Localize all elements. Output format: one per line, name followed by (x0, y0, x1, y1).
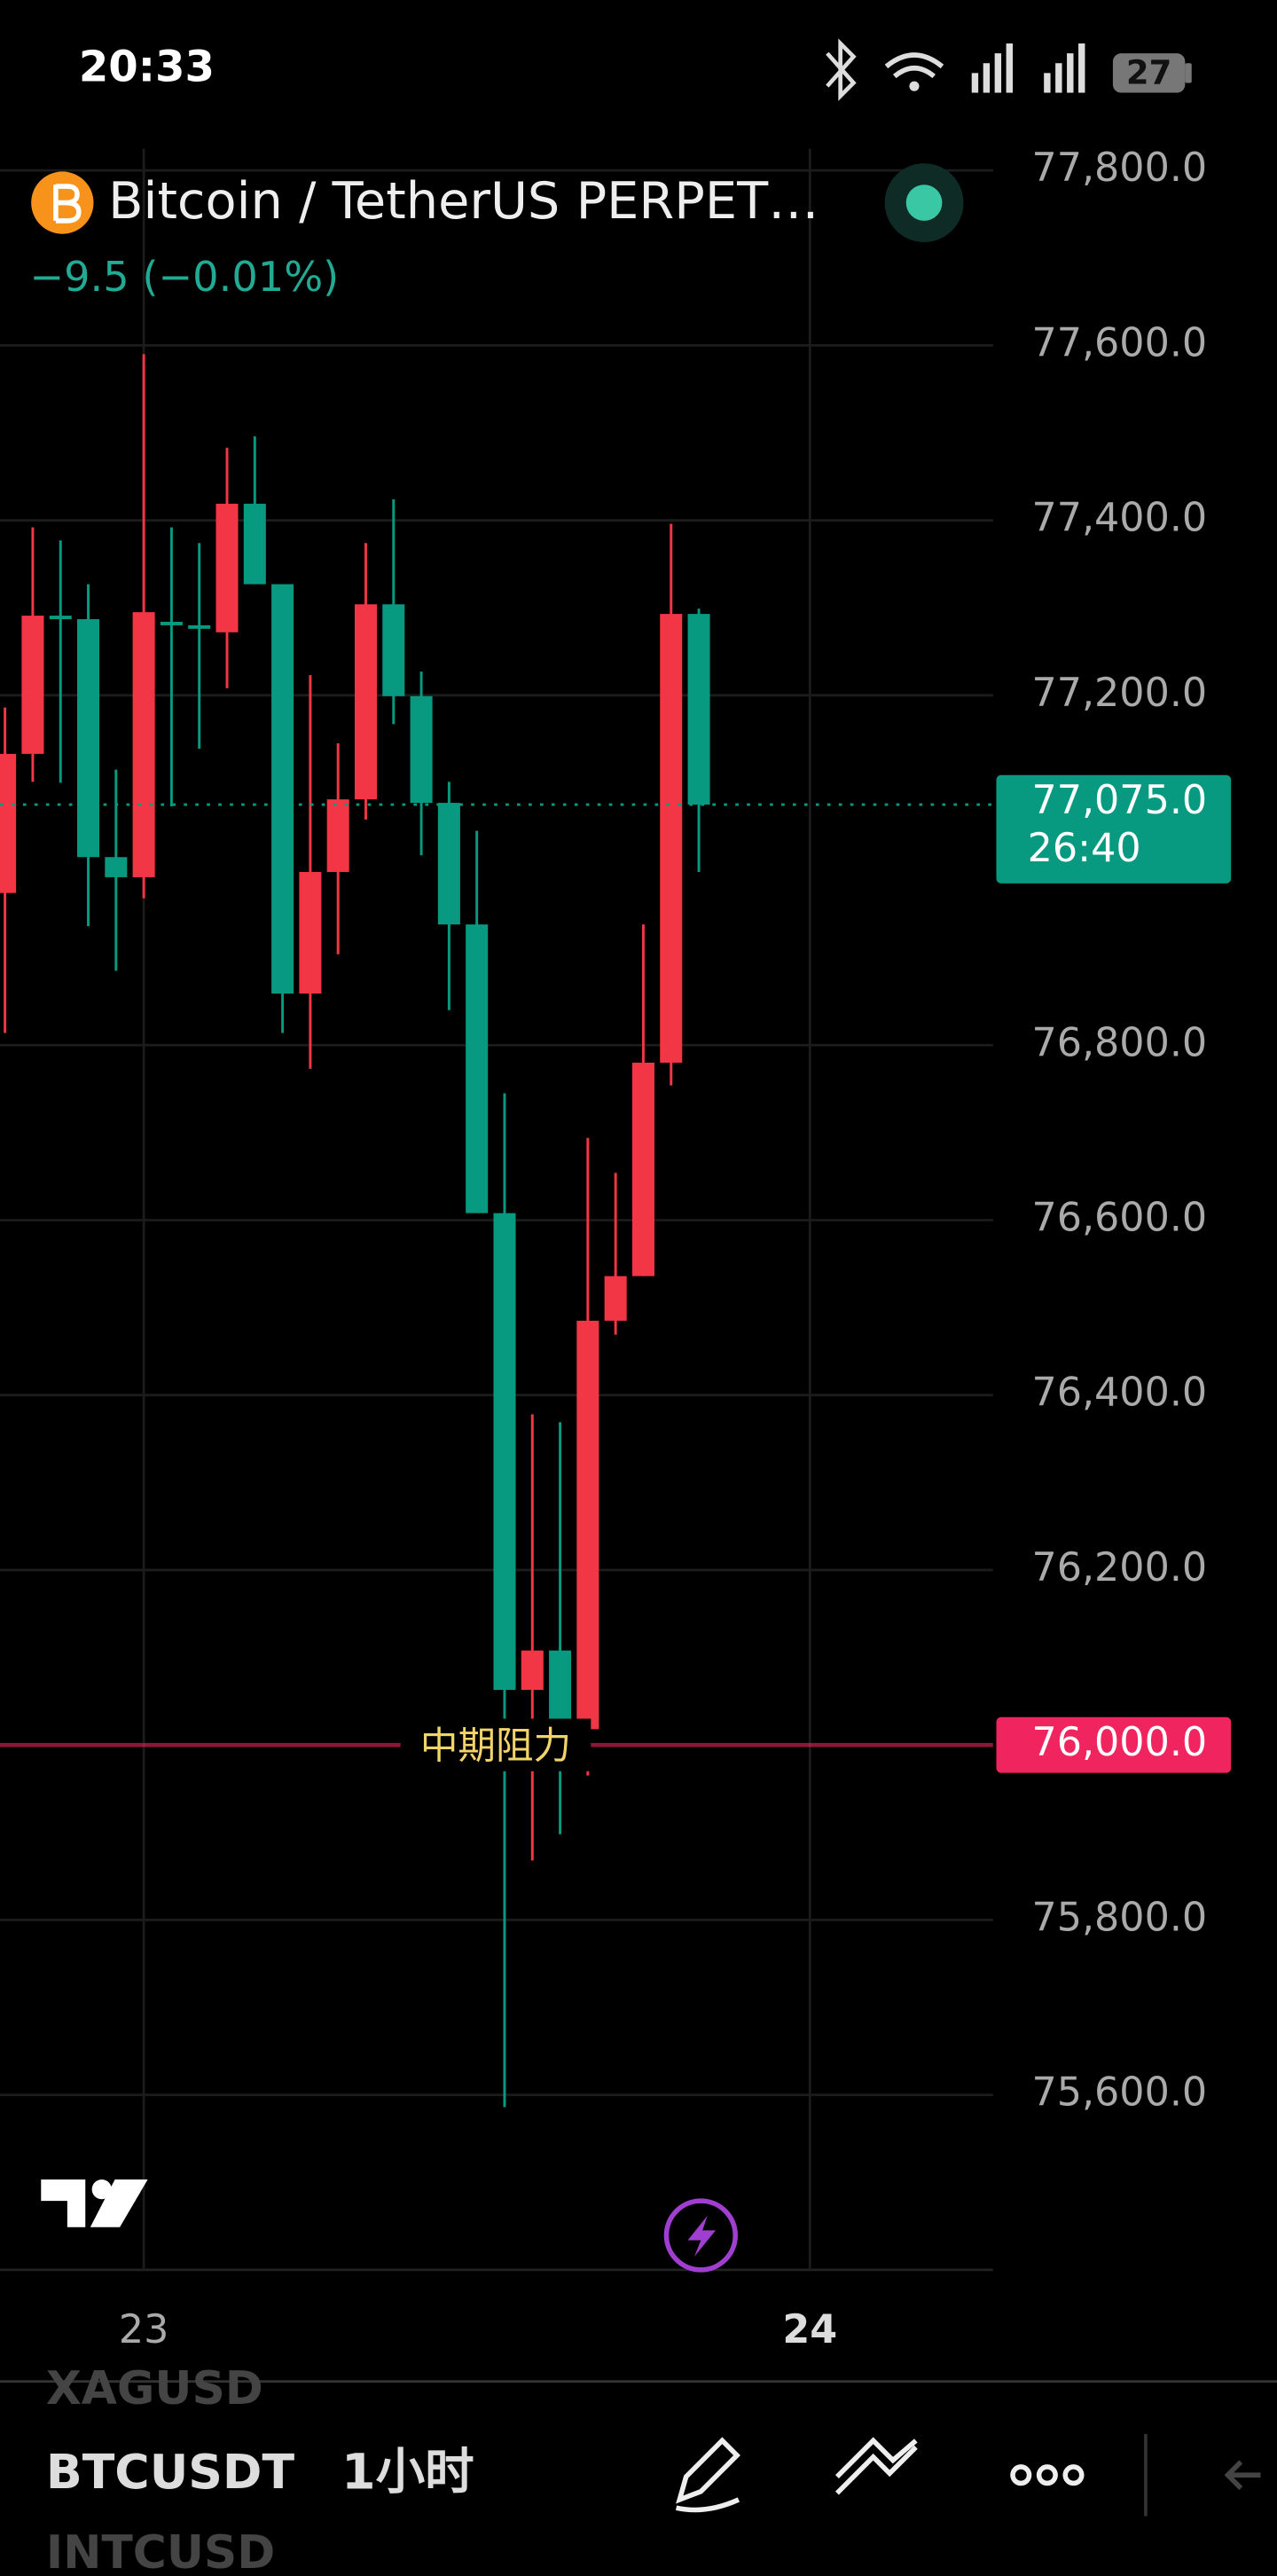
level-badge (996, 1716, 1232, 1773)
level-text-bg (400, 1718, 591, 1771)
y-tick-label: 75,600.0 (1031, 2070, 1207, 2116)
logo-dot (91, 2179, 112, 2200)
symbol-above[interactable]: XAGUSD (46, 2362, 263, 2415)
candle-body (271, 584, 294, 994)
y-tick-label: 77,600.0 (1031, 320, 1207, 365)
candle-body (437, 803, 460, 925)
candle-body (215, 503, 239, 632)
more-button[interactable] (1010, 2464, 1085, 2486)
symbol-title: Bitcoin / TetherUS PERPET… (108, 171, 819, 231)
candle-body (77, 619, 100, 858)
candle-body (493, 1213, 516, 1691)
symbol-below[interactable]: INTCUSD (46, 2526, 275, 2576)
status-time: 20:33 (79, 43, 215, 92)
lightning-icon (687, 2215, 716, 2258)
candle-body (660, 614, 683, 1063)
status-dot (905, 185, 943, 221)
candle-body (604, 1276, 627, 1321)
candle-body (631, 1062, 654, 1276)
candle-body (160, 621, 183, 625)
y-tick-label: 76,200.0 (1031, 1545, 1207, 1590)
price-badge (996, 774, 1232, 884)
status-icons (826, 38, 1192, 101)
back-button[interactable] (1224, 2460, 1261, 2490)
x-tick-label: 24 (782, 2307, 837, 2352)
plot (0, 354, 710, 2108)
logo (41, 2179, 148, 2227)
candle-body (326, 799, 349, 873)
candle-body (687, 614, 710, 805)
level-badge-label: 76,000.0 (1031, 1720, 1207, 1765)
y-tick-label: 76,600.0 (1031, 1195, 1207, 1240)
candle-body (549, 1650, 572, 1730)
candle-body (299, 872, 322, 994)
candle-body (105, 857, 128, 877)
candle-body (132, 612, 155, 877)
lightning-button[interactable] (663, 2198, 738, 2273)
coin-glyph (53, 184, 82, 224)
candle-body (576, 1320, 599, 1730)
level-text: 中期阻力 (420, 1724, 571, 1768)
y-tick-label: 77,400.0 (1031, 496, 1207, 541)
candle-body (243, 503, 266, 585)
y-tick-label: 75,800.0 (1031, 1895, 1207, 1940)
x-tick-label: 23 (119, 2307, 169, 2352)
price-badge-label: 77,075.0 (1031, 778, 1207, 823)
candle-body (49, 616, 72, 620)
indicator-tool[interactable] (834, 2437, 918, 2495)
y-tick-label: 77,800.0 (1031, 145, 1207, 191)
y-tick-label: 77,200.0 (1031, 671, 1207, 716)
candle-body (21, 616, 44, 754)
candle-body (354, 604, 378, 800)
candle-body (410, 695, 433, 804)
price-change: −9.5 (−0.01%) (29, 253, 339, 301)
candle-body (0, 753, 17, 893)
battery-level: 27 (1126, 54, 1172, 92)
candle-body (188, 624, 211, 629)
symbol[interactable]: BTCUSDT (46, 2444, 295, 2500)
y-tick-label: 76,400.0 (1031, 1370, 1207, 1416)
draw-tool[interactable] (675, 2437, 740, 2513)
interval[interactable]: 1小时 (341, 2443, 474, 2501)
candle-body (521, 1650, 544, 1691)
candle-body (466, 924, 489, 1213)
y-tick-label: 76,800.0 (1031, 1020, 1207, 1065)
candle-body (382, 604, 405, 696)
price-countdown: 26:40 (1028, 826, 1141, 871)
